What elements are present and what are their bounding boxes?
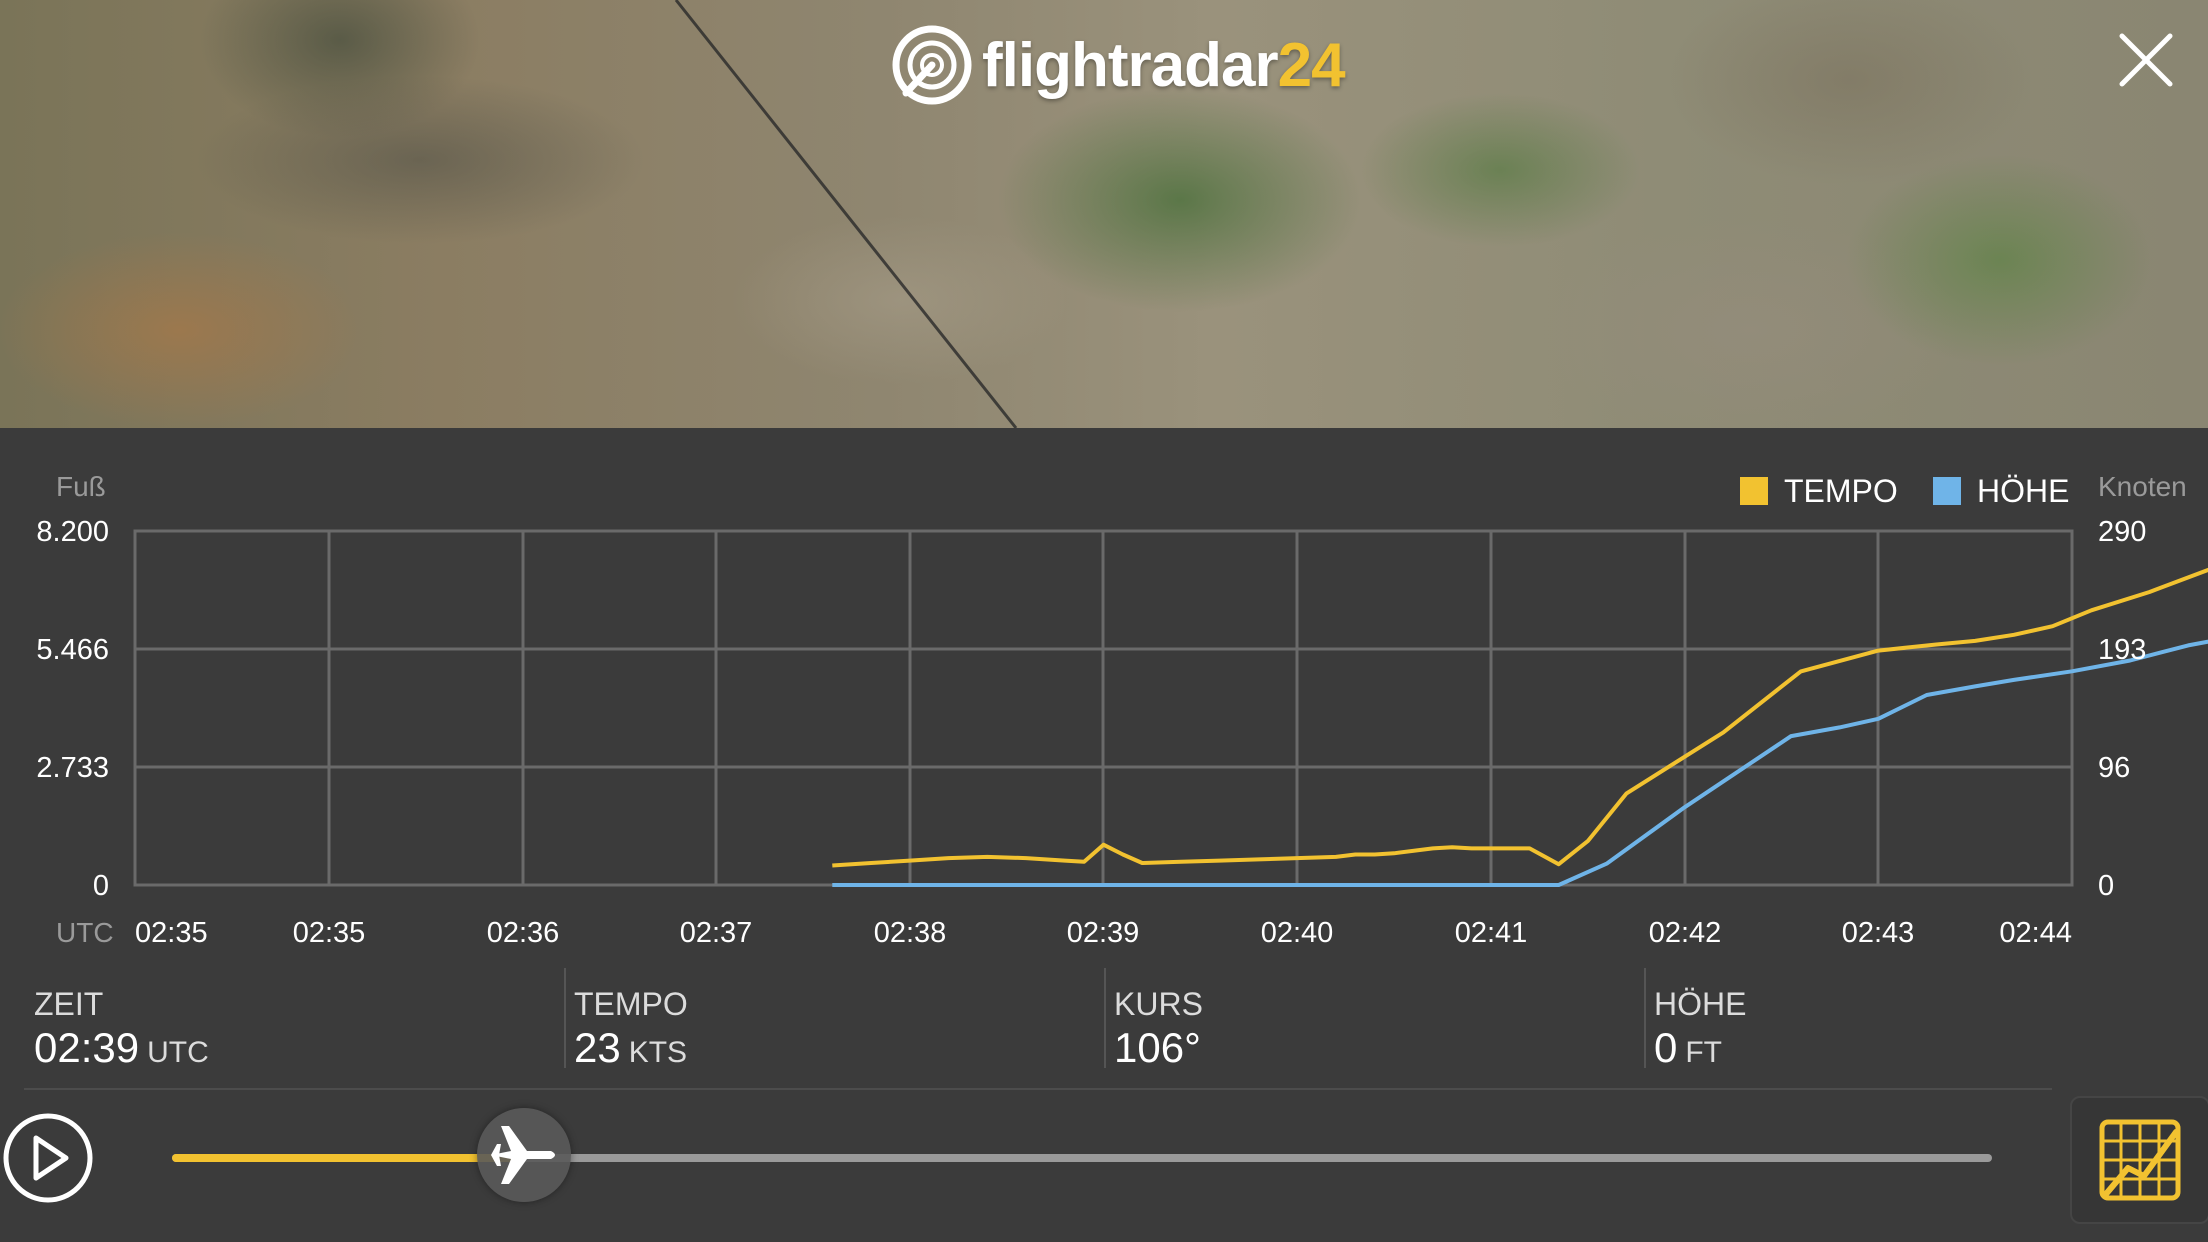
- info-separator: [1644, 968, 1646, 1068]
- info-hoehe-label: HÖHE: [1654, 986, 1747, 1022]
- close-icon[interactable]: [2116, 30, 2176, 90]
- y-right-tick-label: 96: [2098, 752, 2130, 784]
- info-hoehe-value: 0 FT: [1654, 1024, 1723, 1071]
- chart-toggle-button[interactable]: [2070, 1096, 2208, 1224]
- tempo-series-line: [832, 567, 2208, 868]
- info-separator: [1104, 968, 1106, 1068]
- info-tempo-value: 23 KTS: [574, 1024, 688, 1071]
- flight-data-panel: Fuß Knoten UTC 8.200 290 5.466 193 2.733 96 0 0…: [0, 428, 2208, 1242]
- y-left-tick-label: 2.733: [36, 752, 109, 784]
- hoehe-series-line: [832, 639, 2208, 887]
- x-tick-label: 02:36: [487, 917, 560, 949]
- y-right-axis-title: Knoten: [2098, 471, 2187, 502]
- logo-text: flightradar24: [982, 30, 1346, 100]
- x-tick-label: 02:44: [1999, 917, 2072, 949]
- divider: [24, 1088, 2052, 1090]
- y-right-tick-label: 0: [2098, 870, 2114, 902]
- flight-info-row: ZEIT 02:39 UTC TEMPO 23 KTS KURS 106° HÖHE…: [0, 968, 2208, 1118]
- info-kurs-value: 106°: [1114, 1024, 1201, 1071]
- x-axis-unit: UTC: [56, 917, 114, 948]
- info-zeit-label: ZEIT: [34, 986, 104, 1022]
- chart-grid: [133, 529, 2074, 887]
- playback-thumb[interactable]: [477, 1108, 571, 1202]
- info-tempo-label: TEMPO: [574, 986, 688, 1022]
- info-separator: [564, 968, 566, 1068]
- chart-grid-icon: [2099, 1119, 2181, 1201]
- y-left-tick-label: 5.466: [36, 634, 109, 666]
- y-left-tick-label: 8.200: [36, 516, 109, 548]
- y-right-tick-label: 290: [2098, 516, 2146, 548]
- play-icon[interactable]: [2, 1112, 94, 1204]
- chart-series: [832, 567, 2208, 887]
- x-tick-label: 02:42: [1649, 917, 1722, 949]
- playback-track[interactable]: [172, 1154, 1992, 1162]
- x-tick-label: 02:37: [680, 917, 753, 949]
- playback-progress: [172, 1154, 524, 1162]
- x-tick-label: 02:39: [1067, 917, 1140, 949]
- x-tick-label: 02:43: [1842, 917, 1915, 949]
- info-zeit-value: 02:39 UTC: [34, 1024, 209, 1071]
- flight-path: [674, 0, 1018, 428]
- x-tick-label: 02:35: [293, 917, 366, 949]
- x-tick-label: 02:38: [874, 917, 947, 949]
- info-kurs-label: KURS: [1114, 986, 1203, 1022]
- y-left-axis-title: Fuß: [56, 471, 106, 502]
- legend-swatch-hoehe: [1933, 477, 1961, 505]
- y-right-tick-label: 193: [2098, 634, 2146, 666]
- chart-legend: TEMPO HÖHE: [1740, 473, 2069, 509]
- legend-swatch-tempo: [1740, 477, 1768, 505]
- x-tick-label: 02:35: [135, 917, 208, 949]
- satellite-map[interactable]: flightradar24: [0, 0, 2208, 428]
- logo: flightradar24: [890, 20, 1346, 110]
- x-tick-label: 02:41: [1455, 917, 1528, 949]
- radar-logo-icon: [892, 25, 972, 105]
- y-left-tick-label: 0: [93, 870, 109, 902]
- legend-label-hoehe: HÖHE: [1977, 473, 2069, 509]
- legend-label-tempo: TEMPO: [1784, 473, 1898, 509]
- x-tick-label: 02:40: [1261, 917, 1334, 949]
- airplane-icon: [491, 1126, 555, 1184]
